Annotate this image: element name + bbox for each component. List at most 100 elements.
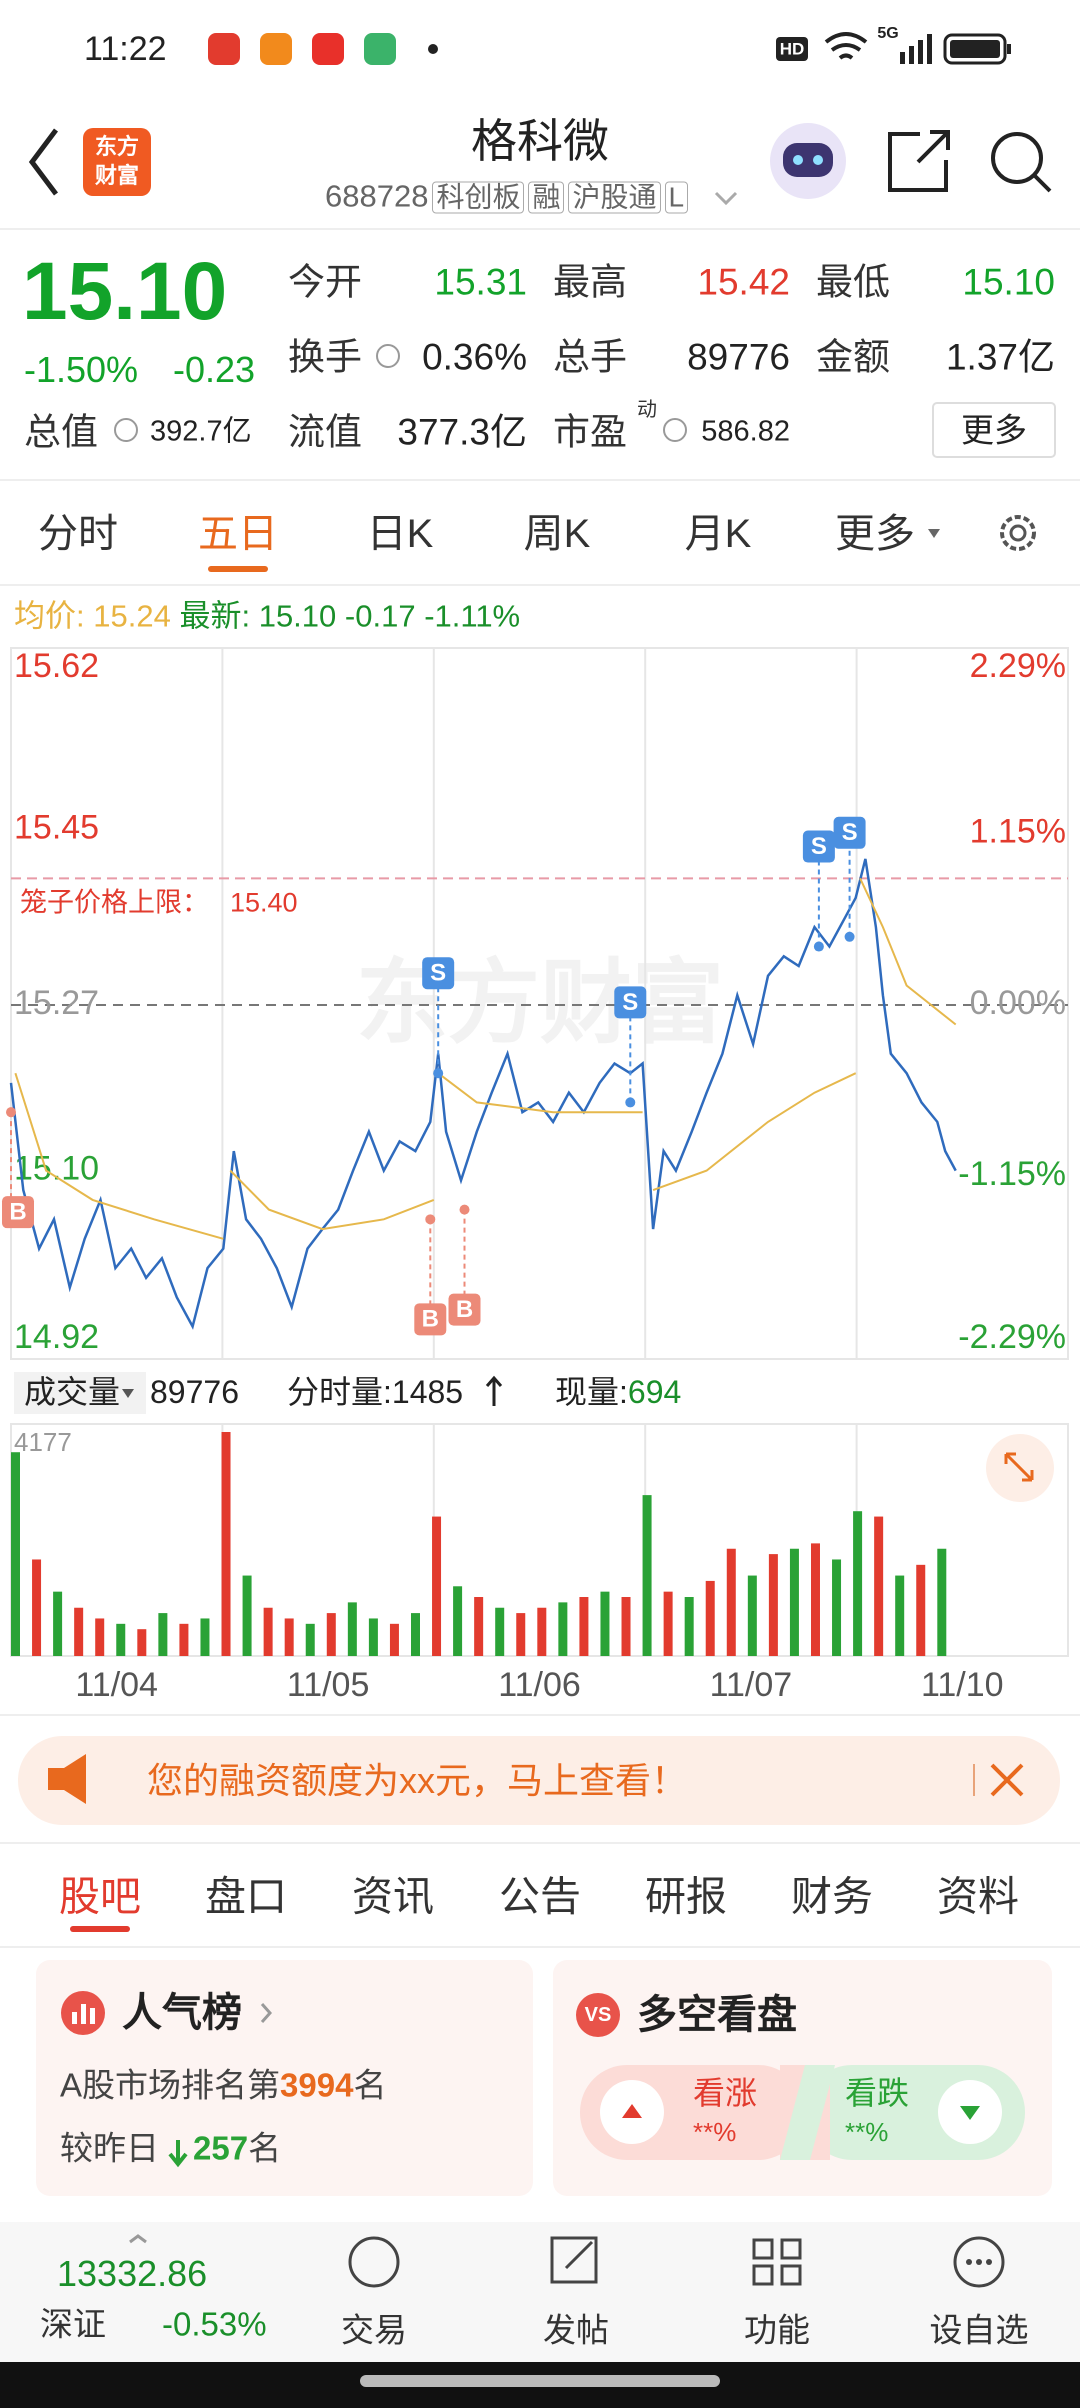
chart-info: 均价: 15.24 最新: 15.10 -0.17 -1.11%	[14, 601, 520, 632]
settings-button[interactable]	[1000, 515, 1036, 551]
volume-bar	[853, 1511, 863, 1656]
app-icon	[260, 33, 292, 65]
trade-icon[interactable]	[348, 2236, 400, 2288]
nav-label[interactable]: 发帖	[543, 2311, 609, 2349]
volume-bar	[474, 1597, 484, 1656]
change-suffix: 名	[248, 2129, 282, 2167]
dot	[976, 2259, 982, 2265]
field-label: 换手	[288, 336, 362, 378]
y2-tick-label: 1.15%	[970, 813, 1066, 851]
popularity-title: 人气榜	[122, 1991, 242, 2035]
volume-label[interactable]: 成交量	[24, 1374, 121, 1410]
app-icon	[364, 33, 396, 65]
volume-bar	[684, 1597, 694, 1656]
section-tab[interactable]: 研报	[645, 1873, 727, 1920]
volume-bar	[916, 1564, 926, 1656]
battery	[943, 33, 1007, 65]
volume-total: 89776	[150, 1374, 239, 1410]
nav-label[interactable]: 设自选	[929, 2311, 1029, 2349]
function-icon[interactable]	[752, 2238, 802, 2286]
price-plot-frame	[10, 647, 1069, 1360]
finance-banner[interactable]	[18, 1736, 1060, 1825]
section-tab[interactable]: 盘口	[205, 1873, 287, 1920]
last-value: 15.10	[258, 598, 337, 634]
bear-label[interactable]: 看跌	[845, 2075, 910, 2111]
bull-label[interactable]: 看涨	[693, 2075, 758, 2111]
tag: 科创板	[432, 181, 525, 214]
status-time: 11:22	[84, 30, 167, 68]
field-label: 今开	[288, 261, 362, 303]
close-banner[interactable]	[990, 1763, 1024, 1797]
change: -0.23	[173, 349, 256, 390]
banner-text[interactable]: 您的融资额度为xx元，马上查看！	[147, 1760, 688, 1801]
volume-bar	[74, 1607, 84, 1656]
nav-label[interactable]: 交易	[341, 2311, 407, 2349]
post-icon[interactable]	[550, 2236, 598, 2284]
volume-bar	[495, 1607, 505, 1656]
signal-point	[625, 1097, 636, 1108]
y-tick-label: 14.92	[14, 1318, 99, 1356]
field-label: 总手	[553, 336, 627, 378]
section-tab[interactable]: 资料	[937, 1873, 1019, 1920]
tab[interactable]: 分时	[38, 512, 118, 556]
volume-bar	[432, 1516, 442, 1656]
field-sup: 动	[637, 399, 657, 421]
tab-active[interactable]: 五日	[198, 512, 278, 556]
search-button[interactable]	[991, 132, 1043, 184]
dot	[966, 2259, 972, 2265]
bottom-bar	[0, 2222, 1080, 2362]
tab[interactable]: 月K	[684, 512, 752, 556]
app-icon	[312, 33, 344, 65]
home-indicator[interactable]	[360, 2375, 720, 2387]
index-change: -0.53%	[162, 2305, 267, 2343]
section-tab[interactable]: 公告	[499, 1873, 581, 1920]
tag: L	[664, 181, 689, 214]
battery-tip	[1007, 44, 1011, 54]
icon-bar	[72, 2012, 77, 2024]
more-label[interactable]: 更多	[961, 411, 1027, 449]
watermark: 东方财富	[356, 952, 724, 1054]
minute-label: 分时量:	[287, 1374, 392, 1410]
info-icon	[114, 418, 138, 442]
volume-bar	[137, 1629, 147, 1656]
section-tab[interactable]: 资讯	[352, 1873, 434, 1920]
volume-selector[interactable]	[14, 1372, 146, 1414]
signal-label: B	[456, 1296, 473, 1323]
stock-code: 688728	[325, 178, 429, 214]
bear-pct: **%	[845, 2117, 889, 2147]
volume-bar	[768, 1554, 778, 1656]
expand-index[interactable]	[129, 2234, 147, 2244]
volume-bar	[810, 1543, 820, 1656]
section-tab-active[interactable]: 股吧	[59, 1873, 141, 1920]
rank-prefix: A股市场排名第	[60, 2066, 281, 2104]
volume-bar	[642, 1495, 652, 1656]
volume-bar	[326, 1613, 336, 1656]
index-value[interactable]: 13332.86	[57, 2253, 208, 2294]
field-value: 89776	[687, 336, 790, 378]
share-button[interactable]	[888, 130, 950, 192]
x-tick-label: 11/05	[287, 1666, 370, 1704]
watchlist-icon[interactable]	[953, 2236, 1005, 2288]
volume-bar	[410, 1613, 420, 1656]
price-line	[9, 858, 957, 1330]
popularity-card[interactable]	[36, 1960, 533, 2196]
rank-change: 257	[193, 2129, 249, 2167]
back-button[interactable]	[28, 128, 58, 196]
volume-bar	[663, 1591, 673, 1656]
volume-bar	[705, 1580, 715, 1656]
nav-label[interactable]: 功能	[744, 2311, 810, 2349]
signal-point	[459, 1204, 470, 1215]
divider	[0, 1714, 1080, 1716]
section-tab[interactable]: 财务	[791, 1873, 873, 1920]
more-button[interactable]	[932, 402, 1056, 458]
up-triangle	[622, 2104, 642, 2118]
volume-bar	[347, 1602, 357, 1656]
tab[interactable]: 日K	[366, 512, 434, 556]
sentiment-title: 多空看盘	[637, 1993, 797, 2037]
current-volume: 现量:694	[555, 1376, 681, 1408]
tab[interactable]: 周K	[523, 512, 591, 556]
signal-marker	[614, 986, 647, 1019]
signal-label: S	[842, 819, 858, 846]
tab[interactable]: 更多	[835, 512, 915, 556]
